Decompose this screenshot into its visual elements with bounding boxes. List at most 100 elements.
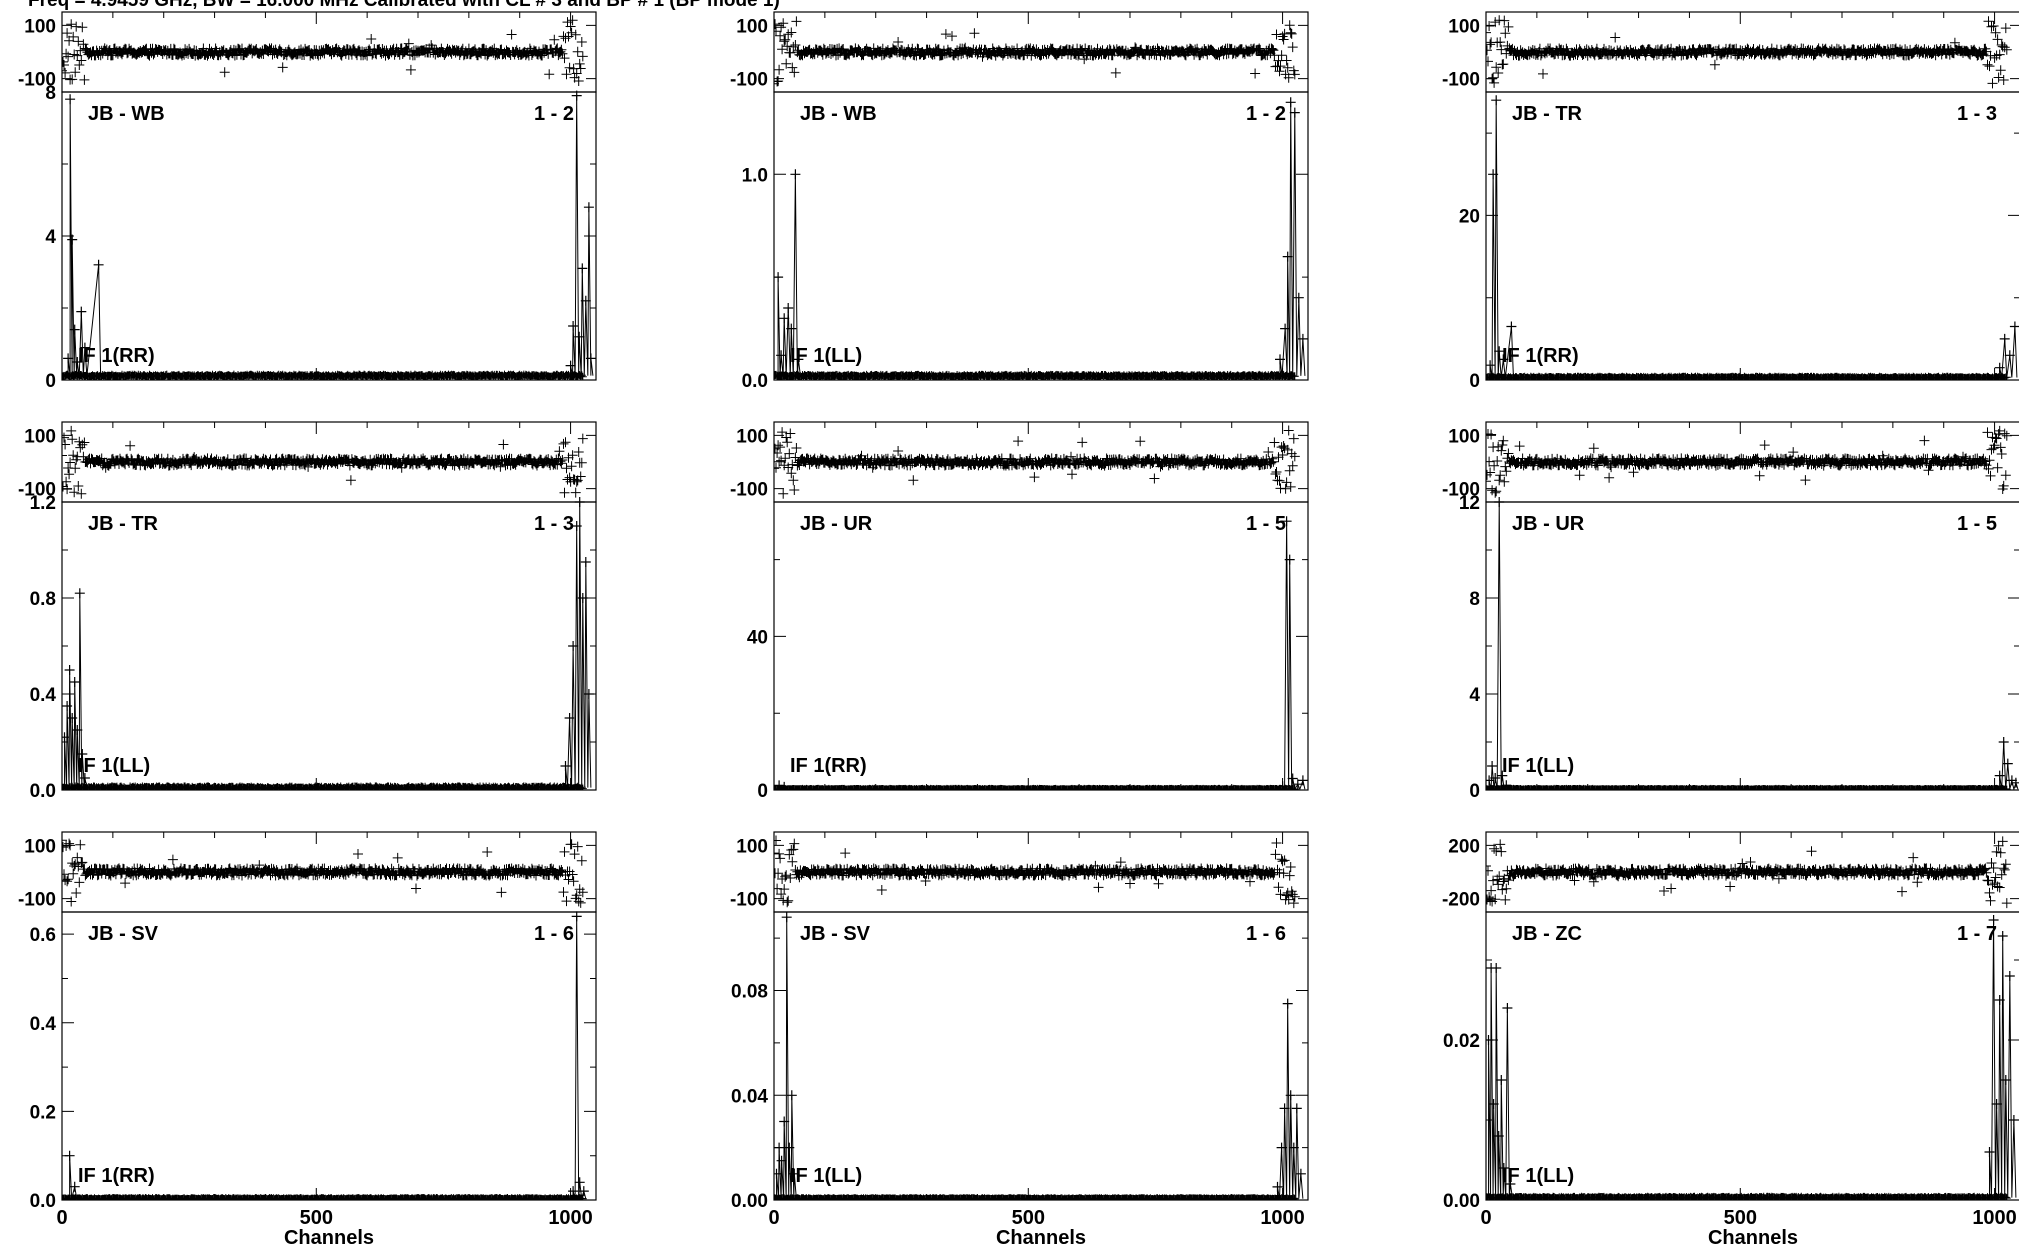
phase-points [1486, 836, 2012, 909]
data-layer [62, 835, 589, 1200]
data-layer [62, 15, 596, 380]
amplitude-baseline-points [62, 782, 587, 790]
phase-points [774, 16, 1300, 89]
baseline-label: JB - SV [88, 923, 159, 945]
x-tick-label: 1000 [548, 1207, 593, 1229]
amplitude-y-tick-label: 0.0 [30, 781, 56, 802]
baseline-id-label: 1 - 2 [534, 103, 574, 125]
amplitude-left-edge-trace [64, 593, 88, 788]
amplitude-y-tick-label: 0 [757, 781, 768, 802]
phase-y-tick-label: -100 [730, 70, 768, 91]
amplitude-left-edge-trace [69, 1155, 78, 1199]
amplitude-right-edge-trace [564, 501, 592, 788]
stokes-label: IF 1(LL) [790, 1165, 862, 1187]
amplitude-y-tick-label: 0.0 [30, 1191, 56, 1212]
x-tick-label: 0 [1480, 1207, 1491, 1229]
phase-points [1486, 15, 2012, 89]
phase-points [62, 425, 588, 499]
amplitude-left-edge-trace [1488, 967, 1513, 1198]
amplitude-right-edge-trace [1999, 741, 2019, 790]
amplitude-right-edge-trace [1282, 521, 1306, 790]
phase-points [774, 835, 1300, 909]
stokes-label: IF 1(RR) [790, 755, 867, 777]
amplitude-y-tick-label: 1.0 [742, 165, 768, 186]
stokes-label: IF 1(RR) [78, 1165, 155, 1187]
baseline-id-label: 1 - 6 [1246, 923, 1286, 945]
x-axis-label: Channels [996, 1227, 1086, 1249]
amplitude-baseline-points [1486, 784, 2011, 790]
panel-9: 200 -200 0.02 0.00 JB - ZC 1 - 7 IF 1(LL) 0 500 1… [1442, 831, 2019, 1249]
baseline-label: JB - WB [88, 103, 165, 125]
baseline-id-label: 1 - 6 [534, 923, 574, 945]
stokes-label: IF 1(LL) [78, 755, 150, 777]
amplitude-y-tick-label: 0.00 [731, 1191, 768, 1212]
amplitude-right-edge-trace [1279, 102, 1306, 376]
data-layer [774, 16, 1308, 380]
amplitude-baseline-points [1486, 372, 2011, 380]
phase-y-tick-label: -100 [18, 890, 56, 911]
panel-5: 100 -100 40 0 JB - UR 1 - 5 IF 1(RR) [730, 421, 1309, 802]
figure-header: Freq = 4.9459 GHz, BW = 16.000 MHz Calib… [28, 0, 780, 11]
x-axis-label: Channels [1708, 1227, 1798, 1249]
x-tick-label: 0 [56, 1207, 67, 1229]
amplitude-baseline-points [774, 1194, 1299, 1200]
amplitude-y-tick-label: 0.04 [731, 1086, 768, 1107]
panel-7: 100 -100 0.6 0.4 0.2 0.0 JB - SV 1 - 6 IF 1(RR) 0… [18, 831, 597, 1249]
baseline-id-label: 1 - 3 [534, 513, 574, 535]
amplitude-y-tick-label: 20 [1459, 206, 1480, 227]
stokes-label: IF 1(RR) [1502, 345, 1579, 367]
data-layer [1486, 15, 2019, 380]
amplitude-y-tick-label: 0.8 [30, 589, 56, 610]
baseline-id-label: 1 - 5 [1246, 513, 1286, 535]
phase-points [774, 425, 1300, 499]
x-tick-label: 500 [300, 1207, 333, 1229]
baseline-label: JB - UR [800, 513, 873, 535]
stokes-label: IF 1(LL) [790, 345, 862, 367]
amplitude-right-edge-trace [572, 916, 587, 1199]
amplitude-y-tick-label: 40 [747, 627, 768, 648]
baseline-label: JB - WB [800, 103, 877, 125]
x-tick-label: 1000 [1972, 1207, 2017, 1229]
amplitude-y-tick-label: 4 [45, 227, 56, 248]
data-layer [1486, 425, 2019, 790]
amplitude-baseline-points [1486, 1192, 2011, 1200]
x-tick-label: 1000 [1260, 1207, 1305, 1229]
phase-y-tick-label: 100 [1448, 426, 1480, 447]
amplitude-y-tick-label: 0 [1469, 781, 1480, 802]
phase-y-tick-label: -100 [1442, 480, 1480, 501]
amplitude-y-minor-ticks [774, 559, 1308, 714]
phase-y-tick-label: -100 [1442, 70, 1480, 91]
amplitude-right-edge-trace [1988, 919, 2017, 1198]
phase-y-tick-label: 200 [1448, 836, 1480, 857]
amplitude-y-tick-label: 8 [45, 83, 56, 104]
amplitude-right-edge-trace [1999, 326, 2018, 378]
phase-y-tick-label: -200 [1442, 890, 1480, 911]
amplitude-baseline-points [62, 1194, 587, 1200]
baseline-id-label: 1 - 3 [1957, 103, 1997, 125]
amplitude-y-tick-label: 12 [1459, 493, 1480, 514]
phase-points [1486, 425, 2012, 498]
amplitude-y-tick-label: 0.6 [30, 925, 56, 946]
phase-y-tick-label: -100 [18, 70, 56, 91]
panel-8: 100 -100 0.08 0.04 0.00 JB - SV 1 - 6 IF 1(LL) 0… [730, 831, 1309, 1249]
amplitude-y-tick-label: 4 [1469, 685, 1480, 706]
baseline-id-label: 1 - 5 [1957, 513, 1997, 535]
amplitude-y-tick-label: 0.08 [731, 982, 768, 1003]
x-tick-label: 0 [768, 1207, 779, 1229]
amplitude-y-tick-label: 0.0 [742, 371, 768, 392]
data-layer [774, 835, 1306, 1200]
amplitude-y-tick-label: 0.4 [30, 685, 57, 706]
amplitude-y-tick-label: 0.02 [1443, 1031, 1480, 1052]
x-tick-label: 500 [1724, 1207, 1757, 1229]
data-layer [774, 425, 1308, 790]
data-layer [62, 425, 594, 790]
phase-y-tick-label: 100 [736, 426, 768, 447]
amplitude-y-tick-label: 0.2 [30, 1102, 56, 1123]
stokes-label: IF 1(LL) [1502, 1165, 1574, 1187]
amplitude-right-edge-trace [1276, 1003, 1304, 1199]
baseline-label: JB - ZC [1512, 923, 1582, 945]
amplitude-left-edge-trace [1489, 100, 1514, 378]
